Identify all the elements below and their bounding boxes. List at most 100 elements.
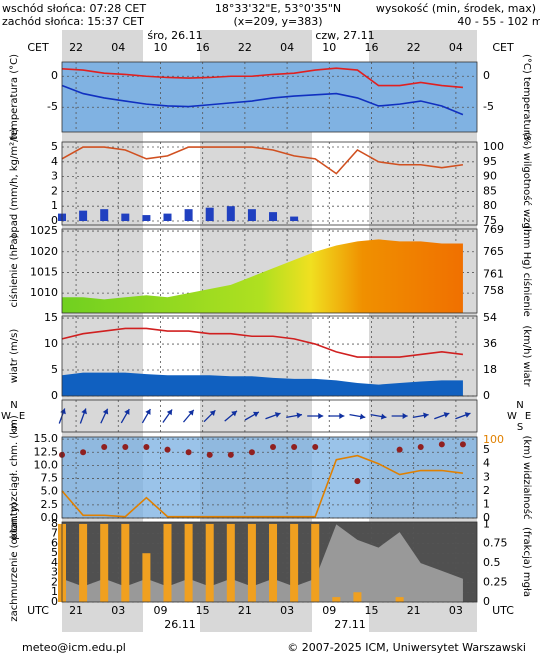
y-tick-label: 0 — [51, 214, 58, 227]
y-axis-label: opad (mm/h, kg/m²/h) — [9, 128, 20, 239]
bar — [79, 523, 88, 602]
line — [61, 454, 464, 518]
y-tick-label: 1 — [51, 585, 58, 598]
line — [61, 327, 464, 358]
day-label: czw, 27.11 — [315, 29, 374, 42]
panel-bg — [62, 62, 477, 132]
y3-tick-label: 100 — [483, 433, 504, 446]
y2-tick-label: 0 — [483, 511, 490, 524]
y2-tick-label: 0 — [483, 389, 490, 402]
bar — [142, 215, 151, 222]
y2-tick-label: 1 — [483, 497, 490, 510]
point — [438, 441, 445, 448]
y2-tick-label: 1 — [483, 517, 490, 530]
bar — [290, 216, 299, 222]
y-tick-label: 10.0 — [34, 458, 59, 471]
bar — [100, 523, 109, 602]
point — [248, 449, 255, 456]
point — [101, 443, 108, 450]
y2-tick-label: 0.5 — [483, 556, 501, 569]
y-tick-label: 1015 — [30, 265, 58, 278]
utc-tick-label: 15 — [364, 604, 378, 617]
wind-arrow — [120, 408, 130, 424]
y-axis-label: wiatr (m/s) — [9, 329, 20, 384]
wind-arrow — [328, 413, 345, 419]
arrow-head — [339, 413, 345, 419]
point — [291, 443, 298, 450]
y2-tick-label: 90 — [483, 170, 497, 183]
arrow-head — [296, 412, 302, 419]
bar — [205, 207, 214, 222]
bar — [311, 523, 320, 602]
compass: E — [525, 411, 531, 422]
utc-tick-label: 09 — [153, 604, 167, 617]
arrow-head — [81, 408, 87, 415]
y-tick-label: 12.5 — [34, 445, 59, 458]
wind-arrow — [141, 408, 151, 424]
y-tick-label: 1 — [51, 199, 58, 212]
arrow-head — [380, 413, 387, 420]
y-axis-label: temperatura (°C) — [9, 54, 20, 140]
compass: E — [19, 411, 25, 422]
y2-tick-label: 5 — [483, 443, 490, 456]
utc-tick-label: 21 — [407, 604, 421, 617]
y-tick-label: 1020 — [30, 245, 58, 258]
bar — [226, 206, 235, 222]
y2-tick-label: 100 — [483, 140, 504, 153]
wind-arrow — [182, 409, 195, 423]
utc-label: UTC — [492, 604, 514, 617]
day-label: 26.11 — [164, 618, 196, 631]
wind-arrow — [412, 412, 429, 419]
y2-axis-label: (%) wilgotność wzgl. — [521, 132, 533, 235]
y2-tick-label: 18 — [483, 363, 497, 376]
panel-frame — [61, 436, 478, 519]
y-tick-label: 4 — [51, 556, 58, 569]
bar — [247, 209, 256, 222]
y-tick-label: 7 — [51, 527, 58, 540]
panel-frame — [61, 141, 478, 226]
utc-tick-label: 03 — [280, 604, 294, 617]
area — [62, 372, 463, 396]
arrow-head — [359, 413, 366, 420]
cet-tick-label: 04 — [449, 41, 463, 54]
cet-tick-label: 04 — [280, 41, 294, 54]
bar — [163, 523, 172, 602]
y-tick-label: 2.5 — [41, 498, 59, 511]
y2-tick-label: 3 — [483, 470, 490, 483]
copyright: © 2007-2025 ICM, Uniwersytet Warszawski — [287, 641, 526, 654]
cet-tick-label: 16 — [364, 41, 378, 54]
utc-label: UTC — [27, 604, 49, 617]
y-tick-label: 5.0 — [41, 485, 59, 498]
cet-tick-label: 22 — [238, 41, 252, 54]
y2-tick-label: -5 — [483, 100, 494, 113]
y-tick-label: 5 — [51, 546, 58, 559]
utc-tick-label: 15 — [196, 604, 210, 617]
y2-tick-label: 4 — [483, 457, 490, 470]
bar — [290, 523, 299, 602]
y-tick-label: 6 — [51, 536, 58, 549]
arrow-head — [188, 409, 194, 416]
wind-arrow — [100, 408, 109, 424]
bar — [332, 597, 341, 602]
point — [185, 449, 192, 456]
wind-arrow — [265, 412, 281, 420]
y-tick-label: 15 — [44, 311, 58, 324]
y-tick-label: 3 — [51, 170, 58, 183]
y-tick-label: 3 — [51, 566, 58, 579]
bar — [226, 523, 235, 602]
bar — [205, 523, 214, 602]
compass: N — [10, 400, 17, 411]
line — [61, 146, 464, 175]
y-tick-label: 5 — [51, 363, 58, 376]
y2-tick-label: 54 — [483, 311, 497, 324]
line — [61, 84, 464, 116]
y2-tick-label: 769 — [483, 223, 504, 236]
y2-axis-label: (frakcja) mgła — [521, 527, 532, 597]
panel-frame — [61, 521, 478, 603]
email: meteo@icm.edu.pl — [22, 641, 126, 654]
y-tick-label: 15.0 — [34, 432, 59, 445]
point — [312, 443, 319, 450]
y-tick-label: 8 — [51, 517, 58, 530]
wind-arrow — [203, 409, 216, 423]
